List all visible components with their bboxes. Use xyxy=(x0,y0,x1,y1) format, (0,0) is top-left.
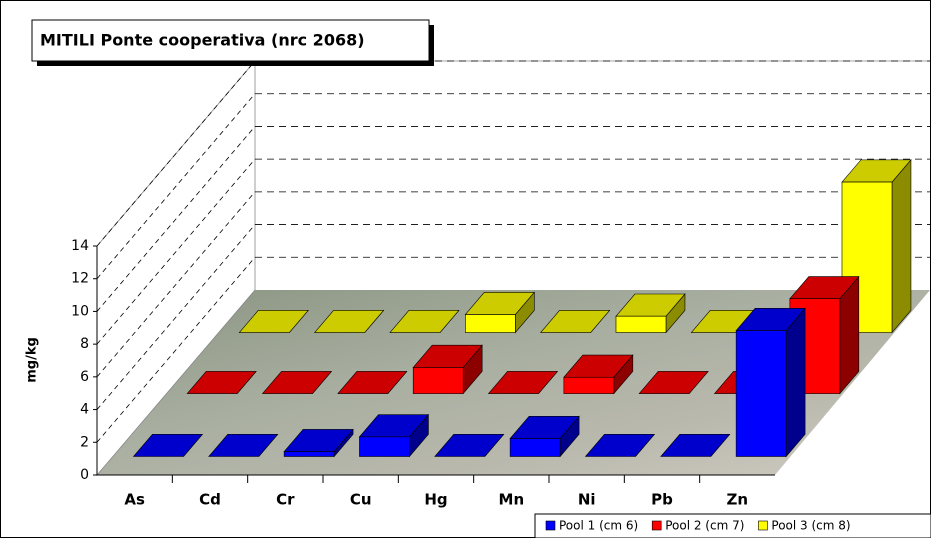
bar xyxy=(284,452,334,457)
legend-label: Pool 3 (cm 8) xyxy=(771,519,850,533)
bar xyxy=(359,437,409,457)
y-tick-label: 4 xyxy=(80,402,89,418)
legend-items: Pool 1 (cm 6) Pool 2 (cm 7) Pool 3 (cm 8) xyxy=(546,519,851,533)
bar xyxy=(413,367,463,393)
legend-swatch xyxy=(546,521,555,530)
x-tick-label: As xyxy=(124,491,145,509)
y-tick-label: 14 xyxy=(71,238,89,254)
chart: 0 2 4 6 8 10 12 14 As Cd Cr Cu Hg Mn Ni Pb Zn MITILI Pon… xyxy=(0,0,931,538)
y-tick-label: 2 xyxy=(80,434,89,450)
x-tick-label: Cr xyxy=(276,491,295,509)
legend-label: Pool 1 (cm 6) xyxy=(559,519,638,533)
x-tick-label: Ni xyxy=(578,491,596,509)
y-tick-label: 8 xyxy=(80,336,89,352)
x-tick-label: Zn xyxy=(727,491,749,509)
chart-title: MITILI Ponte cooperativa (nrc 2068) xyxy=(40,31,365,50)
bar xyxy=(564,377,614,393)
x-tick-label: Cd xyxy=(199,491,221,509)
bar xyxy=(736,331,786,457)
bar-side xyxy=(892,160,911,333)
x-tick-label: Hg xyxy=(424,491,447,509)
bar-side xyxy=(786,308,805,456)
legend-swatch xyxy=(758,521,767,530)
x-tick-label: Mn xyxy=(499,491,525,509)
x-tick-label: Pb xyxy=(651,491,673,509)
legend-label: Pool 2 (cm 7) xyxy=(665,519,744,533)
bar xyxy=(465,315,515,333)
y-tick-label: 6 xyxy=(80,369,89,385)
legend-swatch xyxy=(652,521,661,530)
bar xyxy=(616,316,666,332)
y-tick-label: 12 xyxy=(71,271,89,287)
y-axis-label: mg/kg xyxy=(25,337,40,383)
x-tick-label: Cu xyxy=(350,491,372,509)
y-tick-label: 10 xyxy=(71,303,89,319)
y-tick-label: 0 xyxy=(80,467,89,483)
bar xyxy=(510,439,560,457)
